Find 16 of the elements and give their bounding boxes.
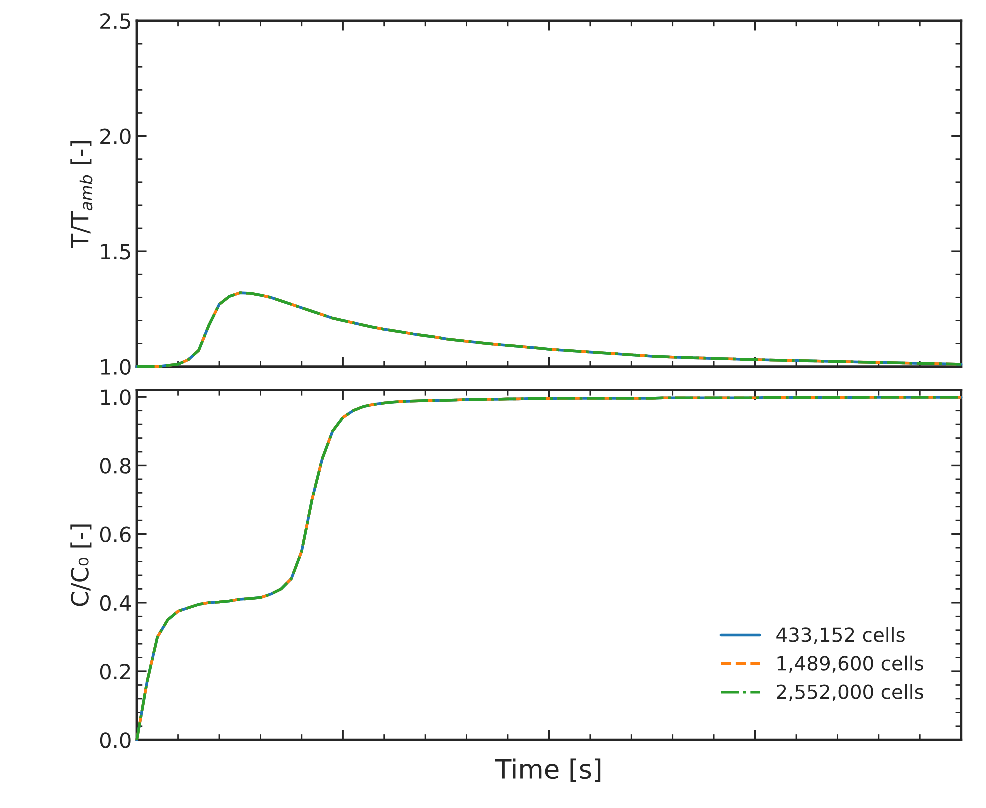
y-tick-label: 0.0 xyxy=(100,732,131,748)
y-tick-label: 1.0 xyxy=(101,390,131,406)
y-tick-label: 0.4 xyxy=(100,595,132,612)
y-tick-label: 1.5 xyxy=(101,244,130,260)
y-tick-label: 0.8 xyxy=(100,458,131,474)
y-tick-label: 0.2 xyxy=(100,664,130,680)
y-tick-label: 0.6 xyxy=(100,526,131,543)
legend-label: 2,552,000 cells xyxy=(777,684,924,702)
y-tick-label: 1.0 xyxy=(101,359,131,376)
legend-label: 1,489,600 cells xyxy=(778,656,924,673)
y-tick-label: 2.5 xyxy=(100,13,130,30)
x-axis-title: Time [s] xyxy=(495,758,601,782)
y-axis-title: C/C₀ [-] xyxy=(70,524,92,606)
legend-label: 433,152 cells xyxy=(776,627,905,644)
y-axis-title: T/T$_{amb}$ [-] xyxy=(70,142,93,248)
y-tick-label: 2.0 xyxy=(100,128,131,144)
